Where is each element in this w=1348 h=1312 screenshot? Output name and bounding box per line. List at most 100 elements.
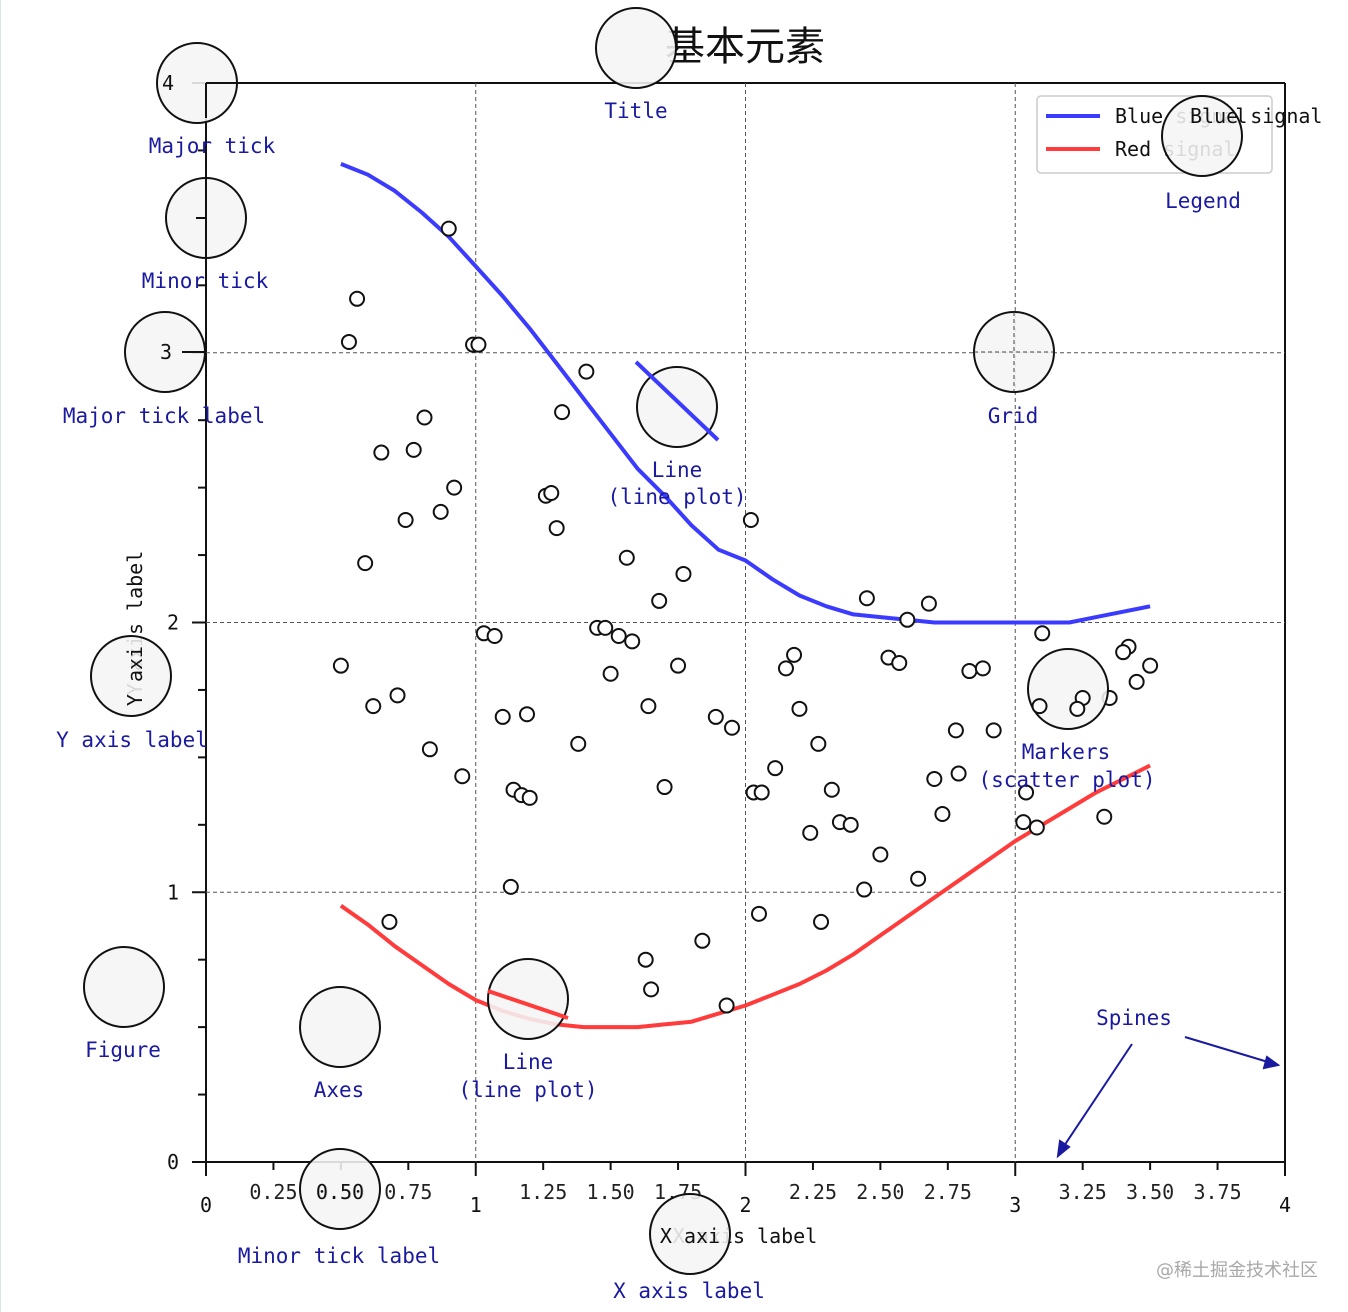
scatter-point: [1015, 814, 1032, 831]
scatter-point: [440, 220, 457, 237]
ann-y-axis-label: Y axis label: [56, 728, 208, 752]
scatter-point: [470, 336, 487, 353]
x-major-tick-label: 3: [1009, 1193, 1021, 1217]
scatter-point: [1034, 625, 1051, 642]
y-major-tick-label: 1: [167, 880, 179, 904]
scatter-point: [519, 706, 536, 723]
y-major-tick-label: 2: [167, 611, 179, 635]
scatter-point: [373, 444, 390, 461]
highlight-circles: [83, 7, 1243, 1275]
spines-arrows: [1056, 1036, 1281, 1159]
scatter-point: [813, 913, 830, 930]
ann-minor-tick-label: Minor tick label: [238, 1244, 440, 1268]
highlight-legend-blue: Blue signal: [1190, 104, 1322, 128]
scatter-point: [823, 781, 840, 798]
scatter-point: [640, 698, 657, 715]
markers-highlight-points: [1031, 690, 1091, 717]
scatter-point: [742, 511, 759, 528]
scatter-point: [389, 687, 406, 704]
scatter-point: [802, 824, 819, 841]
x-major-tick-label: 2: [739, 1193, 751, 1217]
highlight-legend: [1161, 95, 1243, 177]
scatter-point: [1115, 644, 1132, 661]
x-minor-tick-label: 2.50: [856, 1180, 904, 1204]
scatter-point: [791, 700, 808, 717]
scatter-point: [670, 657, 687, 674]
x-minor-tick-label: 1.50: [587, 1180, 635, 1204]
ann-major-tick-label: Major tick label: [63, 404, 265, 428]
scatter-point: [961, 663, 978, 680]
x-major-tick-label: 4: [1279, 1193, 1291, 1217]
scatter-point: [554, 404, 571, 421]
scatter-point: [610, 627, 627, 644]
scatter-point: [920, 595, 937, 612]
series-lines: [339, 162, 1151, 1030]
scatter-point-highlighted: [1031, 698, 1048, 715]
y-major-tick-label: 0: [167, 1150, 179, 1174]
scatter-point: [675, 565, 692, 582]
scatter-point: [340, 333, 357, 350]
scatter-point: [753, 784, 770, 801]
scatter-point: [494, 708, 511, 725]
highlight-line-bottom: [487, 958, 569, 1040]
scatter-point-highlighted: [1069, 700, 1086, 717]
x-minor-tick-label: 3.25: [1059, 1180, 1107, 1204]
x-minor-tick-label: 2.75: [924, 1180, 972, 1204]
ann-markers-1: Markers: [1022, 740, 1111, 764]
scatter-point: [446, 479, 463, 496]
scatter-point: [1018, 784, 1035, 801]
scatter-point: [1142, 657, 1159, 674]
scatter-point: [416, 409, 433, 426]
scatter-point: [777, 660, 794, 677]
x-major-tick-label: 1: [470, 1193, 482, 1217]
scatter-point: [707, 708, 724, 725]
highlight-minor-tick-label: [299, 1148, 381, 1230]
scatter-point: [985, 722, 1002, 739]
series-line-red: [339, 763, 1151, 1030]
scatter-point: [548, 520, 565, 537]
ann-grid: Grid: [988, 404, 1039, 428]
ann-legend: Legend: [1165, 189, 1241, 213]
scatter-point: [872, 846, 889, 863]
grid: [206, 83, 1285, 1162]
scatter-point: [543, 485, 560, 502]
ann-axes: Axes: [314, 1078, 365, 1102]
scatter-point: [381, 913, 398, 930]
scatter-point: [643, 981, 660, 998]
ann-line-bottom-2: (line plot): [458, 1078, 597, 1102]
scatter-point: [357, 555, 374, 572]
series-line-blue: [340, 162, 1151, 625]
ann-markers-2: (scatter plot): [978, 768, 1155, 792]
scatter-point: [570, 735, 587, 752]
scatter-point: [397, 511, 414, 528]
x-major-tick-label: 0: [200, 1193, 212, 1217]
highlight-figure: [83, 946, 165, 1028]
scatter-point: [899, 611, 916, 628]
annotation-labels: Title Major tick Minor tick Major tick l…: [56, 99, 1241, 1303]
scatter-point: [750, 905, 767, 922]
scatter-point: [810, 735, 827, 752]
x-minor-tick-label: 1.25: [519, 1180, 567, 1204]
scatter-point: [1028, 819, 1045, 836]
scatter-point: [842, 816, 859, 833]
scatter-point: [597, 619, 614, 636]
scatter-point: [521, 789, 538, 806]
x-minor-tick-label: 3.50: [1126, 1180, 1174, 1204]
ann-line-top-1: Line: [652, 458, 703, 482]
highlight-grid: [973, 311, 1055, 393]
scatter-point: [974, 660, 991, 677]
scatter-point: [694, 932, 711, 949]
highlight-axes: [299, 986, 381, 1068]
highlight-y-axis-label: [90, 635, 172, 717]
scatter-point: [454, 768, 471, 785]
scatter-point: [332, 657, 349, 674]
scatter-point: [432, 503, 449, 520]
highlight-line-top: [636, 366, 718, 448]
scatter-point: [947, 722, 964, 739]
x-minor-tick-label: 3.75: [1193, 1180, 1241, 1204]
scatter-point: [724, 719, 741, 736]
scatter-point: [637, 951, 654, 968]
scatter-point: [1128, 673, 1145, 690]
scatter-point: [486, 627, 503, 644]
